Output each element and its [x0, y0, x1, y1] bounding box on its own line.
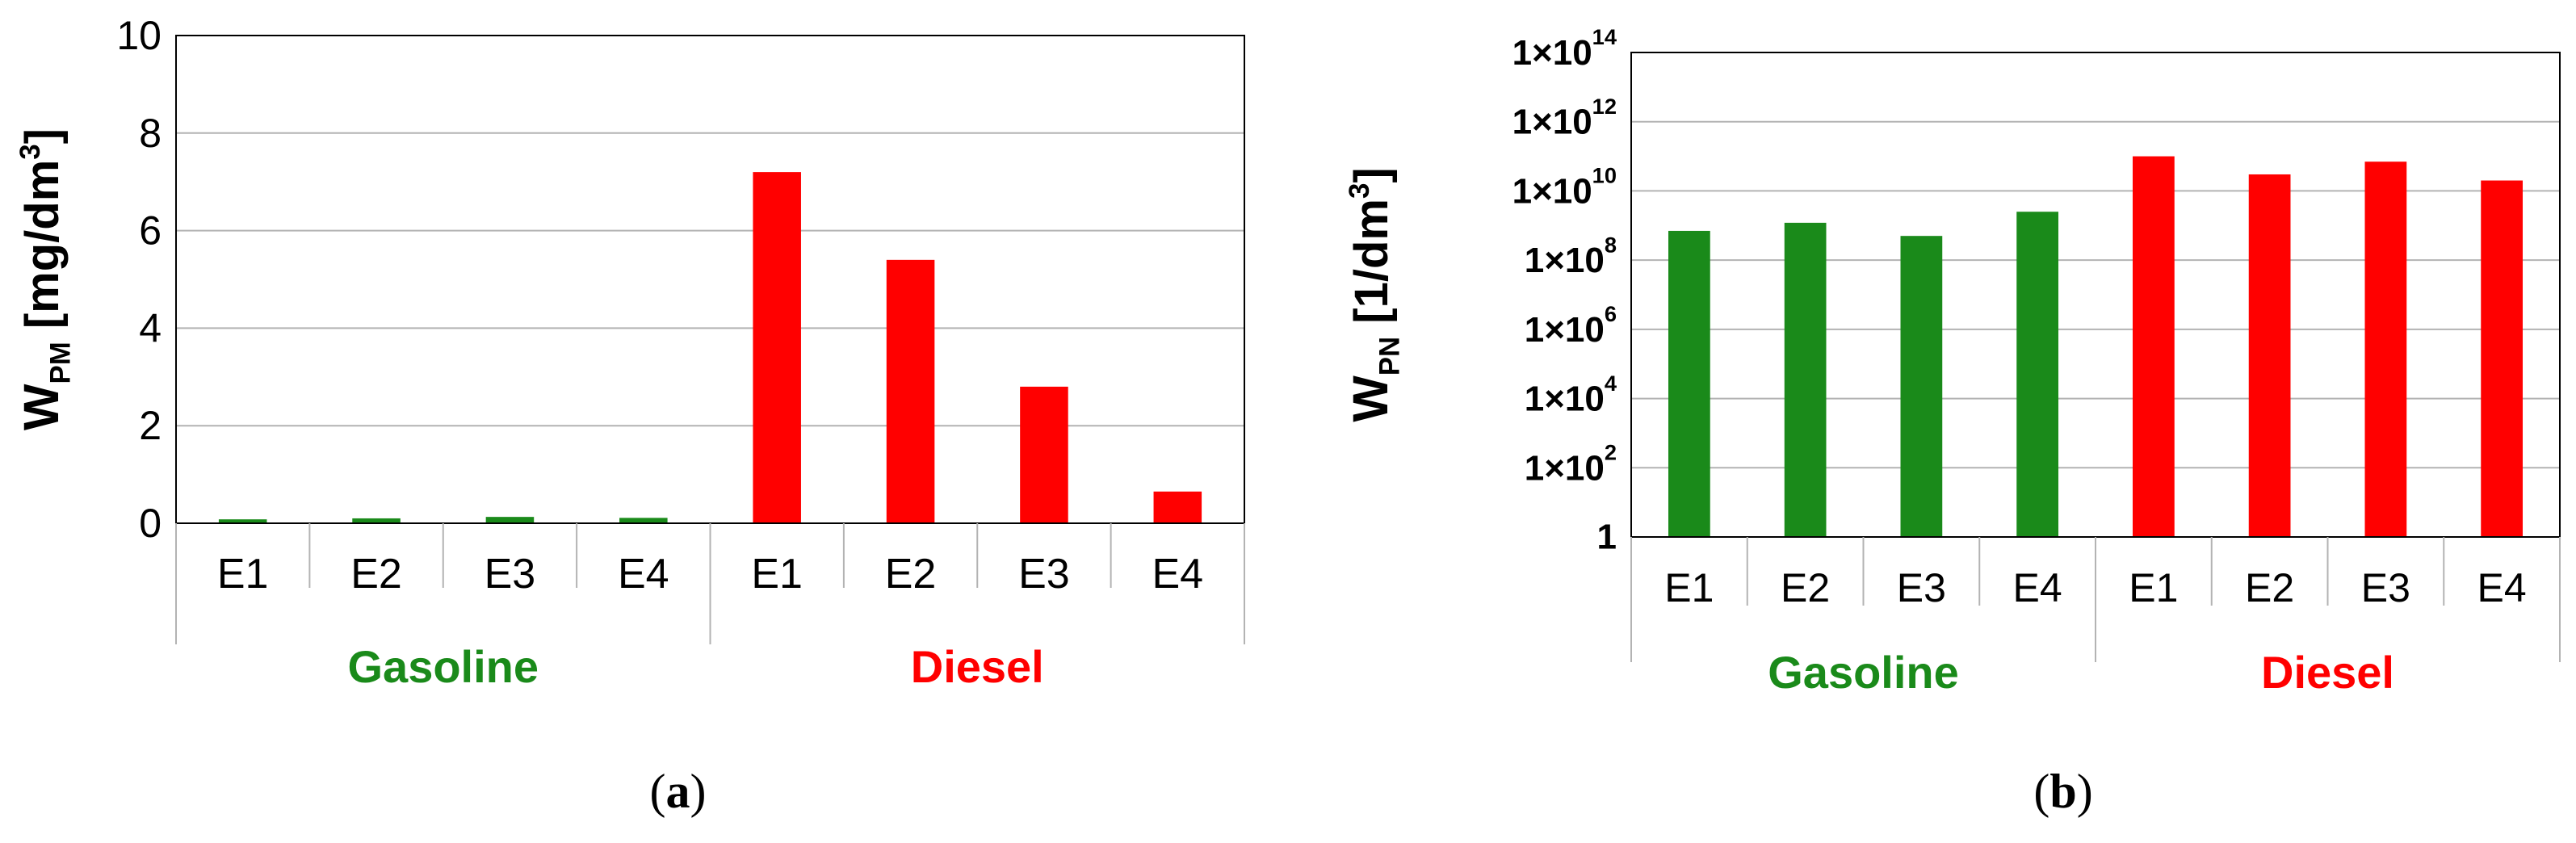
y-axis-label: WPM [mg/dm3]	[14, 128, 77, 430]
bar	[1900, 236, 1943, 537]
group-label: Diesel	[2261, 647, 2394, 698]
bar	[2133, 156, 2175, 538]
x-category-label: E1	[217, 551, 269, 598]
panel-label: (b)	[2033, 765, 2092, 818]
x-category-label: E3	[2361, 565, 2410, 610]
y-tick-label: 1×1012	[1512, 93, 1617, 141]
x-category-label: E3	[1018, 551, 1070, 598]
bar	[1153, 491, 1202, 523]
y-tick-label: 1×102	[1525, 439, 1617, 488]
x-category-label: E4	[2477, 565, 2527, 610]
bar	[2016, 212, 2058, 537]
panel-label: (a)	[650, 765, 707, 818]
x-category-label: E1	[751, 551, 803, 598]
bar	[2481, 180, 2523, 537]
x-category-label: E3	[485, 551, 536, 598]
group-label: Gasoline	[1768, 647, 1959, 698]
x-category-label: E2	[2245, 565, 2294, 610]
x-category-label: E1	[1664, 565, 1714, 610]
y-tick-label: 1	[1597, 518, 1617, 557]
bar	[1020, 386, 1068, 523]
y-tick-label: 2	[139, 403, 162, 448]
bar	[2364, 161, 2407, 537]
y-tick-label: 1×104	[1525, 370, 1617, 418]
x-category-label: E4	[1152, 551, 1204, 598]
y-tick-label: 1×1014	[1512, 24, 1617, 73]
x-category-label: E2	[1781, 565, 1830, 610]
x-category-label: E4	[618, 551, 669, 598]
bar	[352, 518, 401, 523]
bar	[218, 519, 267, 523]
x-category-label: E2	[350, 551, 402, 598]
bar	[886, 259, 935, 523]
plot-frame	[1630, 52, 2561, 538]
y-axis-label: WPN [1/dm3]	[1343, 167, 1406, 422]
bar	[619, 518, 668, 523]
chart-panel-a: 0 2 4 6 8 10 E1 E2 E3 E4 E1 E2 E3 E4 Gasoline Diesel WPM…	[14, 13, 1245, 818]
y-tick-label: 6	[139, 208, 162, 254]
y-tick-label: 4	[139, 305, 162, 350]
plot-frame	[175, 35, 1245, 524]
x-category-label: E1	[2129, 565, 2178, 610]
bar	[1668, 230, 1710, 537]
group-label: Diesel	[911, 641, 1044, 692]
x-category-label: E4	[2013, 565, 2062, 610]
bar	[753, 172, 801, 523]
chart-panel-b: 1 1×102 1×104 1×106 1×108 1×1010 1×1012 1×1014 E…	[1343, 24, 2561, 818]
y-tick-label: 1×106	[1525, 301, 1617, 350]
y-tick-label: 8	[139, 111, 162, 156]
x-category-label: E2	[885, 551, 937, 598]
y-tick-label: 10	[116, 13, 162, 58]
x-category-label: E3	[1897, 565, 1946, 610]
group-label: Gasoline	[347, 641, 539, 692]
bar	[1784, 222, 1827, 537]
bar	[485, 517, 535, 523]
bar	[2248, 174, 2291, 537]
y-tick-label: 1×1010	[1512, 162, 1617, 211]
y-tick-label: 1×108	[1525, 232, 1617, 280]
y-tick-label: 0	[139, 501, 162, 546]
